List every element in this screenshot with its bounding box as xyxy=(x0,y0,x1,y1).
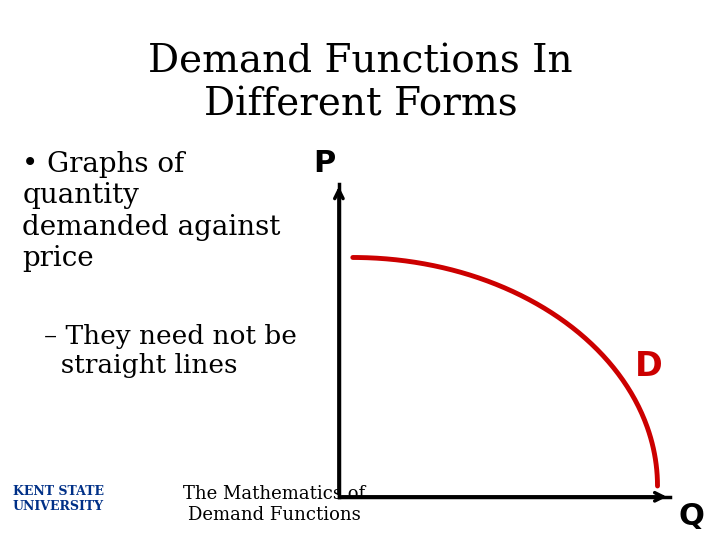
Text: Q: Q xyxy=(678,502,704,531)
Text: • Graphs of
quantity
demanded against
price: • Graphs of quantity demanded against pr… xyxy=(22,151,281,272)
Text: P: P xyxy=(313,149,336,178)
Text: D: D xyxy=(635,350,662,383)
Text: KENT STATE
UNIVERSITY: KENT STATE UNIVERSITY xyxy=(13,485,104,513)
Text: Demand Functions In
Different Forms: Demand Functions In Different Forms xyxy=(148,43,573,123)
Text: The Mathematics of
Demand Functions: The Mathematics of Demand Functions xyxy=(183,485,365,524)
Text: – They need not be
  straight lines: – They need not be straight lines xyxy=(44,324,297,378)
